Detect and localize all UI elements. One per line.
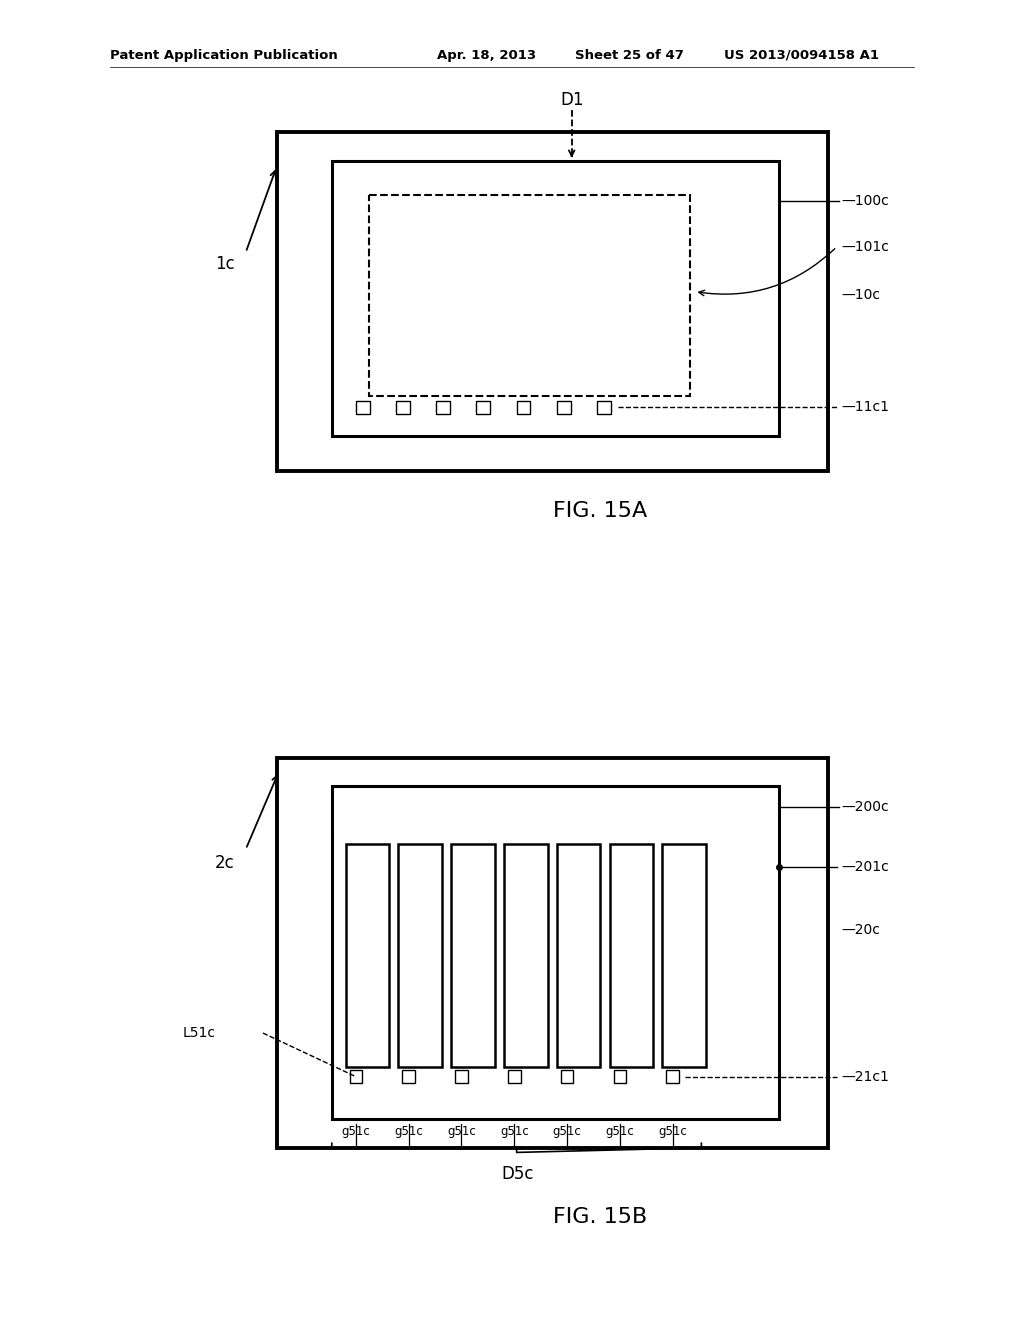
Text: —100c: —100c [842, 194, 889, 207]
Text: g51c: g51c [394, 1125, 423, 1138]
Text: g51c: g51c [500, 1125, 528, 1138]
Text: Patent Application Publication: Patent Application Publication [111, 49, 338, 62]
Text: FIG. 15B: FIG. 15B [553, 1206, 647, 1226]
Text: —200c: —200c [842, 800, 889, 814]
Bar [504, 843, 548, 1068]
Bar [396, 400, 410, 414]
Text: —21c1: —21c1 [842, 1069, 889, 1084]
Bar [667, 1071, 679, 1082]
Bar [334, 789, 777, 836]
Text: Sheet 25 of 47: Sheet 25 of 47 [575, 49, 684, 62]
Text: L51c: L51c [182, 1026, 216, 1040]
Bar [476, 400, 490, 414]
Text: g51c: g51c [553, 1125, 582, 1138]
Text: g51c: g51c [605, 1125, 634, 1138]
Bar [398, 843, 442, 1068]
Text: g51c: g51c [447, 1125, 476, 1138]
Bar [609, 843, 653, 1068]
Bar [508, 1071, 520, 1082]
Bar [663, 843, 706, 1068]
Bar [276, 758, 827, 1148]
Bar [332, 161, 779, 436]
Bar [561, 1071, 573, 1082]
Text: —201c: —201c [842, 859, 889, 874]
Bar [436, 400, 450, 414]
Bar [345, 843, 389, 1068]
Bar [276, 132, 827, 471]
Bar [402, 1071, 415, 1082]
Bar [452, 843, 495, 1068]
Text: g51c: g51c [342, 1125, 371, 1138]
Bar [369, 195, 690, 396]
Text: Apr. 18, 2013: Apr. 18, 2013 [437, 49, 537, 62]
Text: —20c: —20c [842, 923, 881, 937]
Text: D1: D1 [560, 91, 584, 110]
Bar [557, 843, 600, 1068]
Bar [597, 400, 610, 414]
Bar [516, 400, 530, 414]
Text: FIG. 15A: FIG. 15A [553, 500, 647, 521]
Bar [613, 1071, 627, 1082]
Text: —10c: —10c [842, 288, 881, 302]
Text: 1c: 1c [215, 255, 234, 273]
Text: 2c: 2c [215, 854, 234, 873]
Bar [557, 400, 570, 414]
Bar [456, 1071, 468, 1082]
Bar [356, 400, 370, 414]
Bar [349, 1071, 362, 1082]
Text: US 2013/0094158 A1: US 2013/0094158 A1 [724, 49, 880, 62]
Text: —11c1: —11c1 [842, 400, 890, 414]
Bar [332, 787, 779, 1119]
Text: g51c: g51c [658, 1125, 687, 1138]
Text: D5c: D5c [502, 1166, 534, 1183]
Text: —101c: —101c [842, 240, 889, 253]
